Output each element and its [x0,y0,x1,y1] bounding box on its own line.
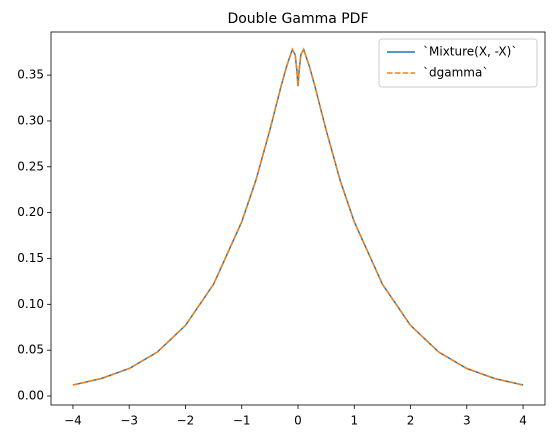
y-tick-label: 0.05 [17,343,44,357]
x-tick-label: 3 [463,414,471,428]
y-tick-label: 0.35 [17,68,44,82]
y-tick-label: 0.00 [17,389,44,403]
line-series [72,47,524,386]
y-tick-label: 0.15 [17,251,44,265]
y-tick-label: 0.30 [17,113,44,127]
x-tick-label: −3 [120,414,138,428]
x-tick-label: 1 [350,414,358,428]
chart-title: Double Gamma PDF [227,11,368,27]
x-tick-label: 2 [407,414,415,428]
x-tick-label: 0 [294,414,302,428]
legend-label: `dgamma` [423,66,488,80]
x-tick-label: −1 [233,414,251,428]
y-tick-label: 0.25 [17,159,44,173]
legend-label: `Mixture(X, -X)` [423,45,517,59]
axes-frame [50,31,546,406]
x-tick-label: −2 [177,414,195,428]
x-tick-label: −4 [64,414,82,428]
legend-box [378,38,538,88]
line-series [72,47,524,386]
y-tick-label: 0.20 [17,205,44,219]
y-tick-label: 0.10 [17,297,44,311]
x-tick-label: 4 [519,414,527,428]
